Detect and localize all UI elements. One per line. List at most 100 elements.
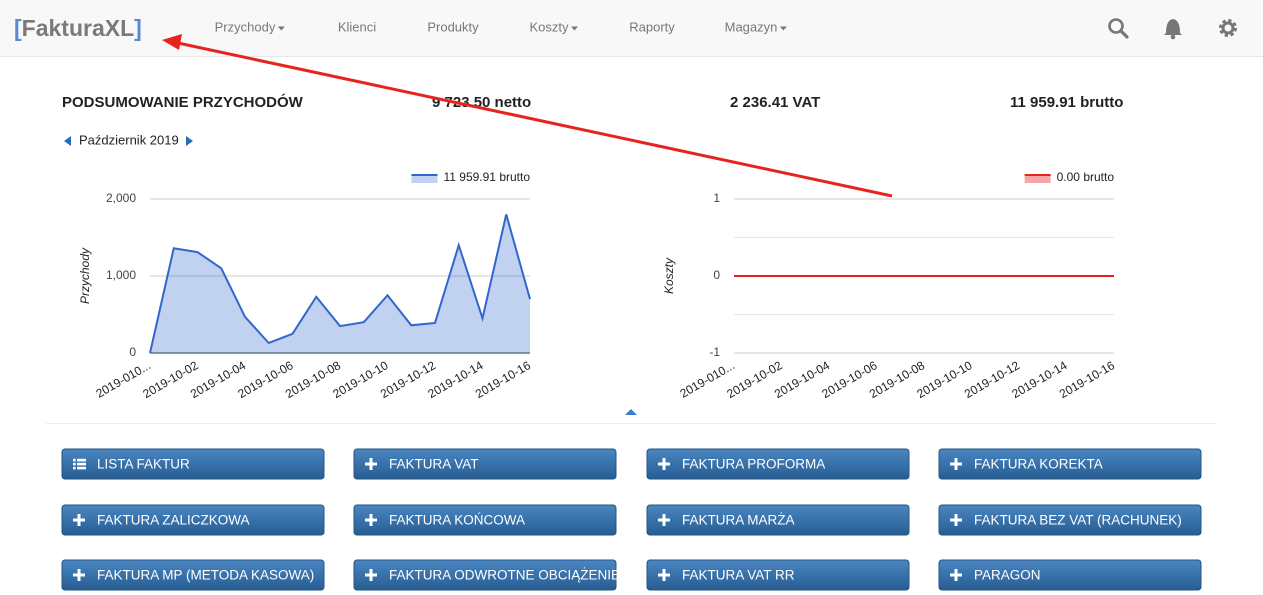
plus-icon <box>950 458 962 470</box>
plus-icon <box>658 569 670 581</box>
y-tick-label: 0 <box>713 268 720 282</box>
line <box>149 214 531 354</box>
plus-icon <box>365 458 377 470</box>
nav-item[interactable]: Koszty <box>529 19 579 34</box>
area <box>150 214 530 353</box>
y-tick-label: 0 <box>129 345 136 359</box>
search-icon[interactable] <box>1108 18 1129 39</box>
next-period[interactable] <box>186 136 193 146</box>
button-label: FAKTURA ZALICZKOWA <box>97 513 250 528</box>
list-icon <box>77 462 86 466</box>
brand-text: FakturaXL <box>22 15 134 41</box>
collapse-toggle[interactable] <box>625 409 637 415</box>
button[interactable]: FAKTURA ZALICZKOWA <box>61 504 325 536</box>
y-axis-label: Przychody <box>78 247 92 304</box>
nav-label: Produkty <box>427 19 479 34</box>
button-bg <box>938 559 1202 591</box>
dropdown-caret <box>571 26 579 31</box>
y-tick-label: 1 <box>713 191 720 205</box>
nav-item[interactable]: Magazyn <box>725 19 787 34</box>
plus-icon <box>658 458 670 470</box>
button[interactable]: FAKTURA KOŃCOWA <box>353 504 617 536</box>
legend-swatch <box>1024 174 1051 183</box>
summary-vat: 2 236.41 VAT <box>730 94 820 111</box>
button-bg <box>61 559 325 591</box>
plus-icon <box>658 514 670 526</box>
plus-icon <box>73 514 85 526</box>
nav-label: Raporty <box>629 19 675 34</box>
button-label: PARAGON <box>974 568 1041 583</box>
plus-icon <box>950 569 962 581</box>
button-bg <box>938 448 1202 480</box>
settings-icon[interactable] <box>1219 19 1237 37</box>
nav-item[interactable]: Przychody <box>215 19 285 34</box>
legend-label: 0.00 brutto <box>1057 170 1115 184</box>
plus-icon <box>365 514 377 526</box>
nav-label: Koszty <box>529 19 569 34</box>
dropdown-caret <box>277 26 285 31</box>
bell-icon[interactable] <box>1164 19 1182 40</box>
button-bg <box>353 504 617 536</box>
plus-icon <box>73 569 85 581</box>
prev-period[interactable] <box>64 136 71 146</box>
summary-title: PODSUMOWANIE PRZYCHODÓW <box>62 93 304 111</box>
y-axis-label: Koszty <box>662 257 676 294</box>
button[interactable]: FAKTURA ODWROTNE OBCIĄŻENIE <box>353 559 620 591</box>
button-label: FAKTURA BEZ VAT (RACHUNEK) <box>974 513 1182 528</box>
y-tick-label: 1,000 <box>106 268 136 282</box>
nav-item[interactable]: Produkty <box>427 19 479 34</box>
button-bg <box>646 559 910 591</box>
nav-item[interactable]: Klienci <box>338 19 376 34</box>
brand[interactable]: [FakturaXL] <box>14 15 142 41</box>
button[interactable]: FAKTURA MARŻA <box>646 504 910 536</box>
button[interactable]: FAKTURA VAT RR <box>646 559 910 591</box>
period-label: Październik 2019 <box>79 132 179 147</box>
list-icon <box>77 458 86 462</box>
button-bg <box>938 504 1202 536</box>
annotation-arrow <box>162 34 893 198</box>
button-label: FAKTURA KOŃCOWA <box>389 513 525 528</box>
brand-bracket: ] <box>134 15 142 41</box>
button-label: FAKTURA MARŻA <box>682 513 795 528</box>
summary-netto: 9 723.50 netto <box>432 94 531 111</box>
button-bg <box>61 448 325 480</box>
legend-label: 11 959.91 brutto <box>443 170 530 184</box>
list-icon <box>73 458 76 462</box>
legend-swatch <box>411 174 438 183</box>
button[interactable]: FAKTURA KOREKTA <box>938 448 1202 480</box>
brand-bracket: [ <box>14 15 22 41</box>
button-label: LISTA FAKTUR <box>97 457 190 472</box>
y-tick-label: 2,000 <box>106 191 136 205</box>
y-tick-label: -1 <box>709 345 720 359</box>
button[interactable]: PARAGON <box>938 559 1202 591</box>
button-label: FAKTURA VAT RR <box>682 568 795 583</box>
nav-label: Magazyn <box>725 19 778 34</box>
list-icon <box>73 466 76 470</box>
nav-label: Klienci <box>338 19 376 34</box>
button[interactable]: FAKTURA VAT <box>353 448 617 480</box>
button[interactable]: FAKTURA MP (METODA KASOWA) <box>61 559 325 591</box>
button-bg <box>353 559 617 591</box>
plus-icon <box>365 569 377 581</box>
button[interactable]: FAKTURA PROFORMA <box>646 448 910 480</box>
button-label: FAKTURA ODWROTNE OBCIĄŻENIE <box>389 568 620 583</box>
button-label: FAKTURA PROFORMA <box>682 457 825 472</box>
button-bg <box>646 448 910 480</box>
button[interactable]: LISTA FAKTUR <box>61 448 325 480</box>
summary-brutto: 11 959.91 brutto <box>1010 94 1123 111</box>
navbar <box>0 0 1263 56</box>
button-label: FAKTURA VAT <box>389 457 479 472</box>
plus-icon <box>950 514 962 526</box>
button-label: FAKTURA MP (METODA KASOWA) <box>97 568 314 583</box>
button[interactable]: FAKTURA BEZ VAT (RACHUNEK) <box>938 504 1202 536</box>
nav-label: Przychody <box>215 19 276 34</box>
dropdown-caret <box>779 26 787 31</box>
list-icon <box>77 466 86 470</box>
button-bg <box>646 504 910 536</box>
list-icon <box>73 462 76 466</box>
button-bg <box>61 504 325 536</box>
button-bg <box>353 448 617 480</box>
nav-item[interactable]: Raporty <box>629 19 675 34</box>
